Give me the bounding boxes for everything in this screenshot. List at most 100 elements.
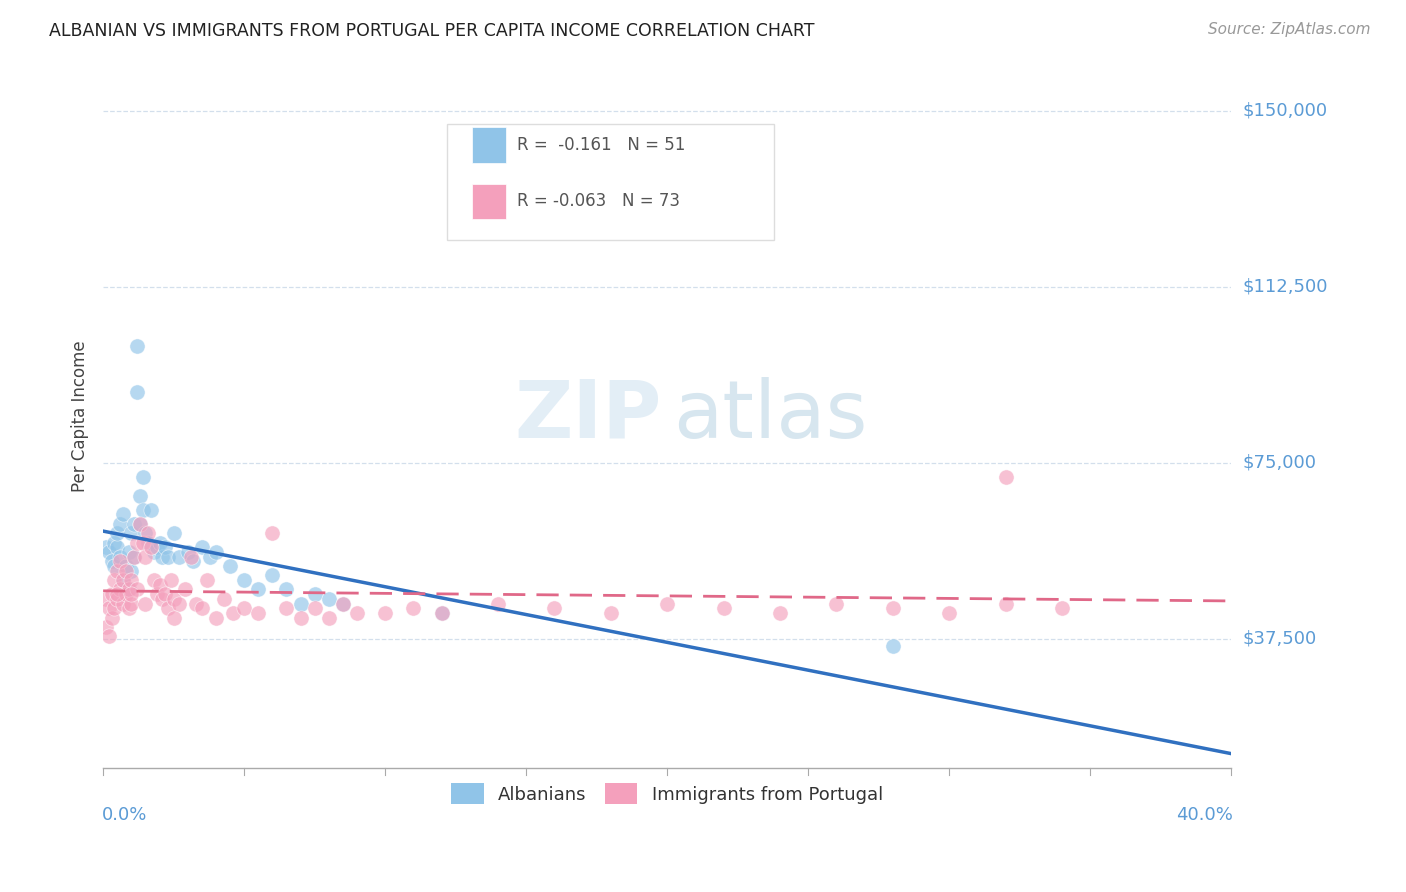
Point xyxy=(122,549,145,564)
Point xyxy=(134,549,156,564)
Point xyxy=(103,559,125,574)
Point xyxy=(97,629,120,643)
Text: $75,000: $75,000 xyxy=(1243,454,1316,472)
Point xyxy=(105,564,128,578)
Point xyxy=(200,549,222,564)
Point xyxy=(131,470,153,484)
Point xyxy=(105,591,128,606)
Point xyxy=(128,516,150,531)
Point xyxy=(103,535,125,549)
Point xyxy=(122,516,145,531)
Point xyxy=(346,606,368,620)
Point xyxy=(148,578,170,592)
Point xyxy=(136,526,159,541)
Point xyxy=(108,549,131,564)
Point xyxy=(882,639,904,653)
Point xyxy=(214,591,236,606)
Bar xyxy=(472,184,506,219)
Point xyxy=(111,573,134,587)
Point xyxy=(105,587,128,601)
Point xyxy=(174,582,197,597)
Point xyxy=(156,549,179,564)
Point xyxy=(108,554,131,568)
Point xyxy=(233,573,256,587)
Point xyxy=(430,606,453,620)
Point xyxy=(882,601,904,615)
Point xyxy=(103,573,125,587)
Point xyxy=(120,573,142,587)
Point xyxy=(713,601,735,615)
Point xyxy=(117,545,139,559)
Point xyxy=(163,591,186,606)
Point xyxy=(169,597,191,611)
Point xyxy=(94,540,117,554)
Text: ZIP: ZIP xyxy=(515,377,662,455)
Point xyxy=(111,597,134,611)
Point xyxy=(122,549,145,564)
Point xyxy=(120,587,142,601)
Point xyxy=(304,601,326,615)
Point xyxy=(191,540,214,554)
Point xyxy=(163,610,186,624)
Point xyxy=(125,338,148,352)
Point xyxy=(125,535,148,549)
Text: R = -0.063   N = 73: R = -0.063 N = 73 xyxy=(517,193,681,211)
FancyBboxPatch shape xyxy=(447,124,775,240)
Point xyxy=(94,620,117,634)
Point xyxy=(543,601,565,615)
Point xyxy=(139,502,162,516)
Point xyxy=(120,597,142,611)
Point xyxy=(994,470,1017,484)
Text: Source: ZipAtlas.com: Source: ZipAtlas.com xyxy=(1208,22,1371,37)
Point xyxy=(114,587,136,601)
Point xyxy=(114,564,136,578)
Point xyxy=(318,610,340,624)
Point xyxy=(105,540,128,554)
Point xyxy=(205,545,228,559)
Point xyxy=(150,549,173,564)
Point xyxy=(131,535,153,549)
Point xyxy=(430,606,453,620)
Point xyxy=(117,582,139,597)
Point xyxy=(94,591,117,606)
Point xyxy=(247,582,270,597)
Point xyxy=(145,587,167,601)
Text: atlas: atlas xyxy=(673,377,868,455)
Point xyxy=(139,540,162,554)
Point xyxy=(262,568,284,582)
Point xyxy=(332,597,354,611)
Point xyxy=(247,606,270,620)
Point xyxy=(205,610,228,624)
Point xyxy=(128,516,150,531)
Point xyxy=(156,601,179,615)
Text: $150,000: $150,000 xyxy=(1243,102,1327,120)
Point xyxy=(150,591,173,606)
Point xyxy=(197,573,219,587)
Text: $37,500: $37,500 xyxy=(1243,630,1317,648)
Point xyxy=(131,502,153,516)
Point xyxy=(111,508,134,522)
Point xyxy=(290,610,312,624)
Point xyxy=(1050,601,1073,615)
Point xyxy=(97,545,120,559)
Point xyxy=(938,606,960,620)
Point xyxy=(153,587,176,601)
Point xyxy=(191,601,214,615)
Point xyxy=(125,582,148,597)
Point xyxy=(136,535,159,549)
Text: ALBANIAN VS IMMIGRANTS FROM PORTUGAL PER CAPITA INCOME CORRELATION CHART: ALBANIAN VS IMMIGRANTS FROM PORTUGAL PER… xyxy=(49,22,814,40)
Point xyxy=(318,591,340,606)
Point xyxy=(180,549,202,564)
Point xyxy=(290,597,312,611)
Legend: Albanians, Immigrants from Portugal: Albanians, Immigrants from Portugal xyxy=(444,776,890,812)
Point xyxy=(128,489,150,503)
Point xyxy=(276,601,298,615)
Point xyxy=(486,597,509,611)
Point xyxy=(125,385,148,400)
Point xyxy=(177,545,200,559)
Y-axis label: Per Capita Income: Per Capita Income xyxy=(72,340,89,491)
Point xyxy=(120,564,142,578)
Point xyxy=(97,601,120,615)
Point xyxy=(825,597,848,611)
Point xyxy=(657,597,679,611)
